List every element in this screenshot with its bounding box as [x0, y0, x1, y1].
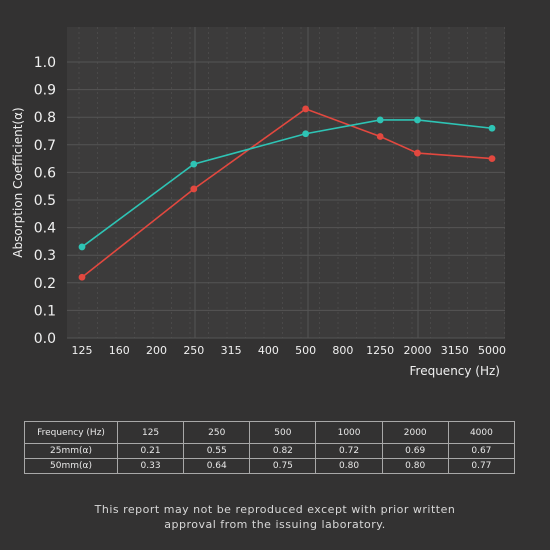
table-cell: 0.21 — [116, 443, 185, 459]
y-tick-label: 0.4 — [34, 221, 56, 237]
table-cell: 0.72 — [315, 443, 383, 459]
data-series — [78, 105, 496, 281]
data-point — [414, 149, 421, 157]
y-tick-label: 0.9 — [34, 83, 56, 99]
data-point — [190, 160, 198, 168]
table-cell: 0.33 — [116, 458, 185, 474]
table-cell: 0.55 — [183, 443, 251, 459]
x-tick-label: 500 — [295, 344, 316, 357]
x-tick-label: 400 — [258, 344, 279, 357]
series-line-1 — [81, 108, 493, 278]
grid-lines — [67, 27, 505, 339]
x-tick-labels: 125 160 200 250 315 400 500 800 1250 2000 3150 5000 — [72, 344, 507, 357]
y-tick-label: 0.6 — [34, 165, 56, 181]
y-tick-labels: 0.0 0.1 0.2 0.3 0.4 0.5 0.6 0.7 0.8 0.9 1.0 — [34, 55, 56, 347]
data-point — [78, 273, 86, 281]
table-cell: 0.75 — [249, 458, 317, 474]
plot-area — [67, 27, 505, 338]
table-header-row: Frequency (Hz) 125 250 500 1000 2000 400… — [24, 421, 516, 444]
table-cell: 0.64 — [183, 458, 251, 474]
x-tick-label: 315 — [221, 344, 242, 357]
disclaimer-line-2: approval from the issuing laboratory. — [164, 518, 386, 531]
data-point — [302, 130, 310, 138]
x-tick-label: 200 — [146, 344, 167, 357]
y-tick-label: 0.2 — [34, 276, 56, 292]
y-tick-label: 0.1 — [34, 303, 56, 319]
data-point — [488, 124, 496, 132]
x-tick-label: 250 — [183, 344, 204, 357]
table-header-cell: 500 — [249, 421, 317, 444]
table-cell: 0.82 — [249, 443, 317, 459]
x-tick-label: 1250 — [366, 344, 394, 357]
disclaimer-footer: This report may not be reproduced except… — [0, 502, 550, 532]
data-table: Frequency (Hz) 125 250 500 1000 2000 400… — [24, 421, 516, 474]
y-tick-label: 0.5 — [34, 193, 56, 209]
table-row-label: 25mm(α) — [24, 443, 118, 459]
table-header-cell: 4000 — [447, 421, 516, 444]
data-point — [414, 116, 421, 124]
data-point — [190, 185, 198, 193]
disclaimer-line-1: This report may not be reproduced except… — [94, 503, 456, 516]
table-header-cell: 1000 — [315, 421, 383, 444]
table-cell: 0.67 — [447, 443, 516, 459]
absorption-chart: 0.0 0.1 0.2 0.3 0.4 0.5 0.6 0.7 0.8 0.9 1.0 125 160… — [11, 27, 507, 378]
y-tick-label: 0.3 — [34, 248, 56, 264]
data-point — [302, 105, 310, 113]
x-tick-label: 160 — [109, 344, 130, 357]
x-tick-label: 5000 — [478, 344, 506, 357]
series-line-2 — [81, 119, 493, 248]
y-axis-label: Absorption Coefficient(α) — [11, 107, 25, 257]
table-row: 25mm(α) 0.21 0.55 0.82 0.72 0.69 0.67 — [24, 443, 516, 459]
table-cell: 0.80 — [315, 458, 383, 474]
data-point — [376, 116, 384, 124]
x-tick-label: 800 — [332, 344, 353, 357]
y-tick-label: 0.0 — [34, 331, 56, 347]
data-point — [488, 155, 496, 163]
x-tick-label: 2000 — [403, 344, 431, 357]
table-cell: 0.77 — [447, 458, 516, 474]
table-cell: 0.69 — [381, 443, 449, 459]
data-point — [376, 133, 384, 140]
table-cell: 0.80 — [381, 458, 449, 474]
table-header-cell: 125 — [116, 421, 185, 444]
y-tick-label: 0.8 — [34, 110, 56, 126]
table-row: 50mm(α) 0.33 0.64 0.75 0.80 0.80 0.77 — [24, 458, 516, 474]
table-header-cell: Frequency (Hz) — [24, 421, 118, 444]
table-row-label: 50mm(α) — [24, 458, 118, 474]
y-tick-label: 0.7 — [34, 138, 56, 154]
x-axis-label: Frequency (Hz) — [410, 364, 501, 378]
table-header-cell: 2000 — [381, 421, 449, 444]
table-header-cell: 250 — [183, 421, 251, 444]
x-tick-label: 125 — [72, 344, 93, 357]
data-point — [78, 243, 86, 251]
x-tick-label: 3150 — [441, 344, 469, 357]
y-tick-label: 1.0 — [34, 55, 56, 71]
